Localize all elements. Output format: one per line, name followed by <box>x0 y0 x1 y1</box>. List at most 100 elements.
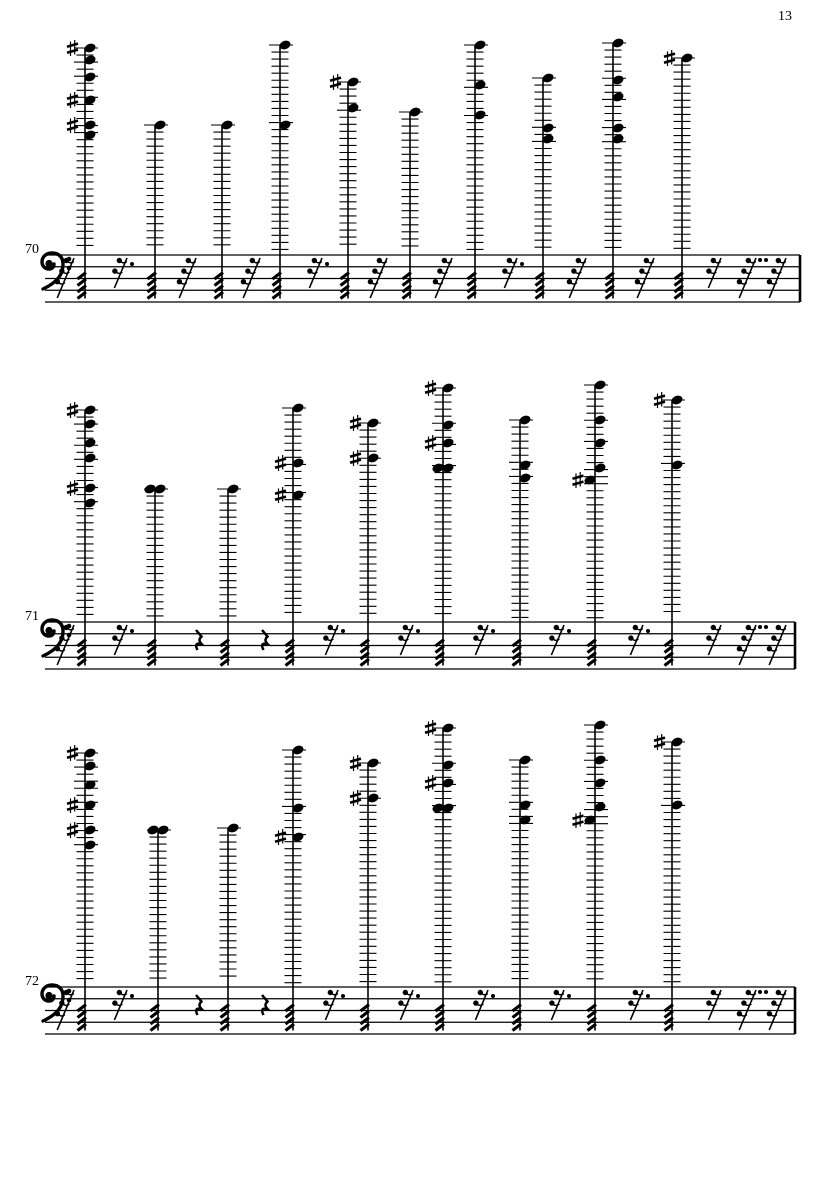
eighth-rest-stack <box>398 624 420 656</box>
quarter-rest-icon <box>194 994 206 1016</box>
note-head <box>432 463 444 473</box>
note-head <box>84 748 96 758</box>
note-head <box>227 823 239 833</box>
note-head <box>147 825 159 835</box>
note-head <box>681 53 693 63</box>
note-column <box>274 403 306 667</box>
eighth-rest-stack <box>432 257 453 299</box>
eighth-rest-stack <box>549 624 571 656</box>
eighth-rest-stack <box>736 624 768 666</box>
note-column <box>602 38 626 300</box>
note-head <box>409 107 421 117</box>
note-column <box>653 734 685 1032</box>
eighth-rest-stack <box>473 624 495 656</box>
note-head <box>442 760 454 770</box>
note-head <box>157 825 169 835</box>
eighth-rest-stack <box>628 624 650 656</box>
note-head <box>584 475 596 485</box>
note-head <box>84 405 96 415</box>
note-head <box>671 737 683 747</box>
note-head <box>84 498 96 508</box>
note-head <box>442 803 454 813</box>
note-head <box>612 92 624 102</box>
note-column <box>509 415 533 667</box>
note-column <box>66 402 98 667</box>
staff-lines <box>45 986 795 1035</box>
note-column <box>144 484 168 667</box>
note-head <box>84 483 96 493</box>
note-column <box>509 755 533 1032</box>
note-head <box>612 134 624 144</box>
eighth-rest-stack <box>398 989 420 1021</box>
note-column <box>66 745 98 1032</box>
note-column <box>147 825 171 1032</box>
note-head <box>292 803 304 813</box>
note-head <box>519 755 531 765</box>
note-column <box>144 120 168 300</box>
note-head <box>84 761 96 771</box>
note-head <box>671 460 683 470</box>
note-column <box>66 40 98 300</box>
note-head <box>84 840 96 850</box>
note-head <box>594 380 606 390</box>
note-head <box>442 420 454 430</box>
note-column <box>572 380 608 667</box>
note-head <box>84 55 96 65</box>
note-head <box>84 800 96 810</box>
note-head <box>84 130 96 140</box>
eighth-rest-stack <box>706 989 722 1021</box>
note-head <box>154 120 166 130</box>
eighth-rest-stack <box>766 257 787 299</box>
note-head <box>519 460 531 470</box>
note-head <box>542 73 554 83</box>
note-head <box>144 484 156 494</box>
note-head <box>227 484 239 494</box>
note-head <box>84 120 96 130</box>
eighth-rest-stack <box>736 257 768 299</box>
note-head <box>519 473 531 483</box>
measure-number-70: 70 <box>25 242 39 257</box>
eighth-rest-stack <box>766 989 787 1031</box>
note-head <box>367 418 379 428</box>
system-measure-70 <box>40 38 802 303</box>
eighth-rest-stack <box>240 257 261 299</box>
note-head <box>154 484 166 494</box>
quarter-rest-icon <box>260 994 272 1016</box>
note-column <box>424 720 456 1032</box>
note-column <box>532 73 556 300</box>
note-head <box>594 415 606 425</box>
note-column <box>663 50 695 300</box>
note-head <box>542 123 554 133</box>
note-head <box>292 403 304 413</box>
note-head <box>279 40 291 50</box>
eighth-rest-stack <box>566 257 587 299</box>
eighth-rest-stack <box>307 257 329 289</box>
note-head <box>221 120 233 130</box>
note-head <box>584 815 596 825</box>
note-column <box>349 415 381 667</box>
note-head <box>474 110 486 120</box>
note-head <box>292 745 304 755</box>
note-head <box>671 395 683 405</box>
note-column <box>653 392 685 667</box>
staff-lines <box>45 254 800 303</box>
eighth-rest-stack <box>112 989 134 1021</box>
eighth-rest-stack <box>323 624 345 656</box>
eighth-rest-stack <box>549 989 571 1021</box>
eighth-rest-stack <box>766 624 787 666</box>
note-column <box>349 755 381 1032</box>
note-head <box>474 40 486 50</box>
note-head <box>671 800 683 810</box>
note-column <box>572 720 608 1032</box>
system-measure-72 <box>40 720 797 1035</box>
note-column <box>399 107 423 300</box>
eighth-rest-stack <box>706 257 722 289</box>
note-column <box>274 745 306 1032</box>
eighth-rest-stack <box>54 257 75 299</box>
note-head <box>347 103 359 113</box>
measure-number-72: 72 <box>25 974 39 989</box>
eighth-rest-stack <box>634 257 655 299</box>
note-head <box>612 75 624 85</box>
note-head <box>594 720 606 730</box>
